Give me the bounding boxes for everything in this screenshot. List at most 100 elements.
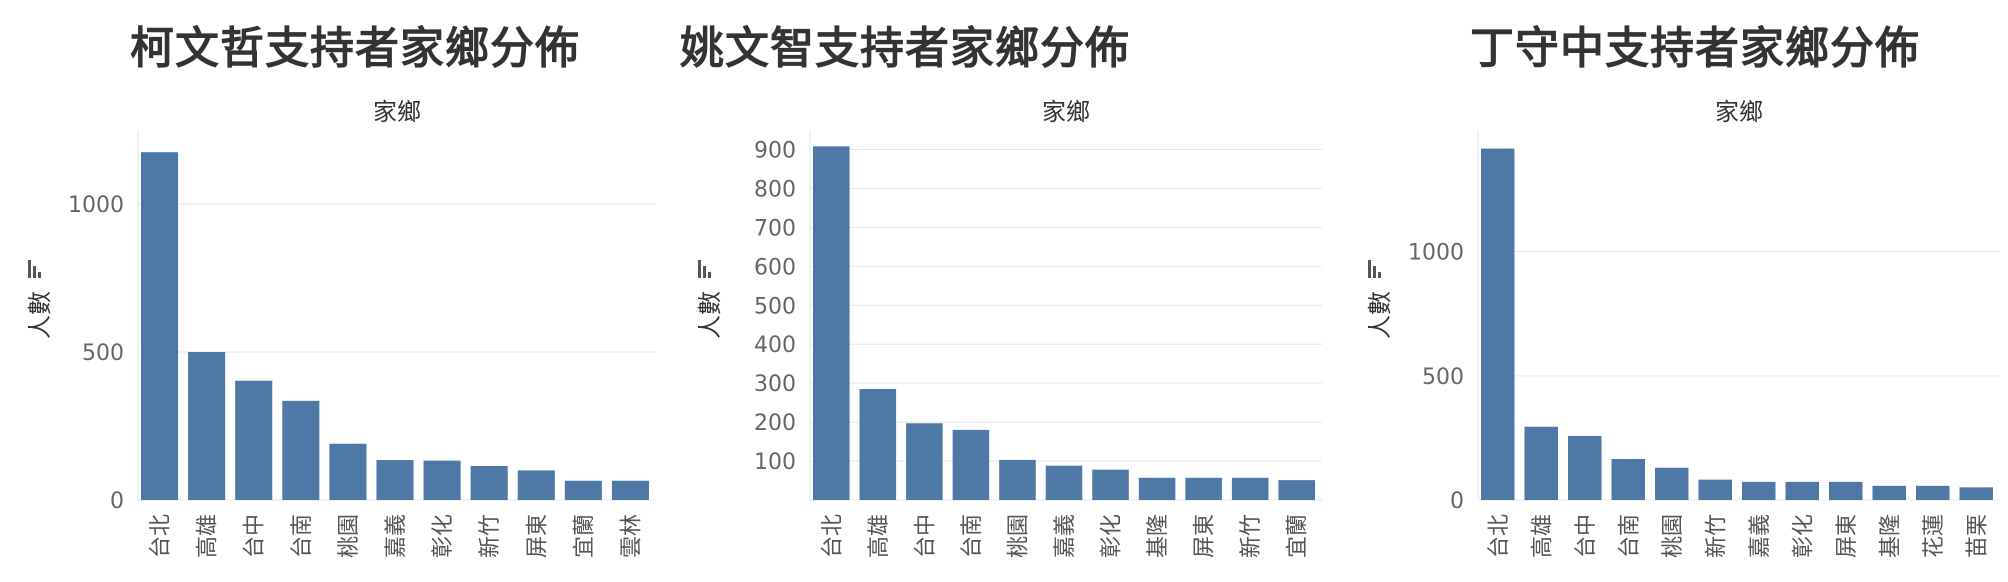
bar[interactable] bbox=[1916, 485, 1950, 500]
bar[interactable] bbox=[1872, 485, 1907, 500]
bar[interactable] bbox=[1185, 477, 1222, 500]
x-tick-label: 宜蘭 bbox=[572, 514, 597, 558]
bar[interactable] bbox=[611, 480, 649, 500]
bar[interactable] bbox=[235, 380, 273, 500]
chart-panel-1: 柯文哲支持者家鄉分佈 家鄉 人數 0 500 1000 台北 高雄 台中 台南 桃園 嘉義 彰化 新竹屏… bbox=[0, 0, 670, 582]
x-tick-label: 台南 bbox=[1617, 514, 1642, 558]
bar[interactable] bbox=[1092, 469, 1129, 500]
y-tick-label: 1000 bbox=[1408, 241, 1464, 266]
x-tick-label: 嘉義 bbox=[1053, 514, 1078, 558]
bar[interactable] bbox=[952, 429, 990, 500]
y-tick-label: 400 bbox=[754, 333, 796, 358]
y-tick-label: 1000 bbox=[68, 193, 124, 218]
x-tick-label: 屏東 bbox=[1835, 514, 1860, 558]
bar[interactable] bbox=[1524, 426, 1559, 500]
bar[interactable] bbox=[141, 152, 179, 500]
chart-title: 丁守中支持者家鄉分佈 bbox=[1470, 23, 1920, 74]
y-tick-label: 0 bbox=[1450, 489, 1464, 514]
bar[interactable] bbox=[1231, 477, 1269, 500]
x-tick-label: 新竹 bbox=[478, 514, 503, 558]
bar[interactable] bbox=[188, 352, 226, 500]
y-axis-title: 人數 bbox=[26, 291, 54, 339]
bar[interactable] bbox=[423, 460, 461, 500]
x-tick-label: 新竹 bbox=[1239, 514, 1264, 558]
bar-chart-yao: 家鄉人數 100 200 300 400 500 600 700 800 900 台北 高雄 台中 台南桃… bbox=[696, 98, 1322, 558]
x-tick-label: 台中 bbox=[243, 514, 268, 558]
bar[interactable] bbox=[1611, 459, 1646, 500]
y-axis-title: 人數 bbox=[696, 291, 724, 339]
y-tick-label: 500 bbox=[82, 341, 124, 366]
x-tick-label: 高雄 bbox=[867, 514, 892, 558]
x-tick-label: 台中 bbox=[913, 514, 938, 558]
chart-title: 柯文哲支持者家鄉分佈 bbox=[130, 23, 580, 74]
x-tick-label: 基隆 bbox=[1878, 514, 1903, 558]
bar[interactable] bbox=[1698, 479, 1733, 500]
x-tick-label: 台北 bbox=[149, 514, 174, 558]
x-tick-label: 嘉義 bbox=[384, 514, 409, 558]
y-tick-label: 600 bbox=[754, 255, 796, 280]
chart-panel-3: 丁守中支持者家鄉分佈 家鄉人數 0 500 1000 台北 高雄 台中 台南 桃園 新竹 嘉義 彰化屏… bbox=[1340, 0, 2008, 582]
bar[interactable] bbox=[1045, 465, 1083, 500]
x-tick-label: 高雄 bbox=[1530, 514, 1555, 558]
x-tick-label: 宜蘭 bbox=[1286, 514, 1311, 558]
y-tick-label: 500 bbox=[754, 294, 796, 319]
bar[interactable] bbox=[470, 465, 508, 500]
bar[interactable] bbox=[859, 389, 897, 500]
x-tick-label: 台北 bbox=[1487, 514, 1512, 558]
y-axis-title: 人數 bbox=[1366, 291, 1394, 339]
x-tick-label: 台南 bbox=[290, 514, 315, 558]
bar[interactable] bbox=[906, 423, 943, 500]
bar[interactable] bbox=[1785, 481, 1820, 500]
bar[interactable] bbox=[564, 480, 602, 500]
bar[interactable] bbox=[1742, 481, 1776, 500]
x-axis-title: 家鄉 bbox=[373, 98, 421, 126]
y-tick-label: 800 bbox=[754, 177, 796, 202]
bar[interactable] bbox=[813, 146, 850, 500]
sort-descending-icon[interactable] bbox=[698, 260, 711, 278]
chart-title: 姚文智支持者家鄉分佈 bbox=[680, 23, 1130, 74]
bar[interactable] bbox=[999, 459, 1036, 500]
x-tick-label: 桃園 bbox=[1661, 514, 1686, 558]
bar[interactable] bbox=[1959, 487, 1994, 500]
x-tick-label: 台中 bbox=[1574, 514, 1599, 558]
sort-descending-icon[interactable] bbox=[28, 260, 41, 278]
y-tick-label: 100 bbox=[754, 450, 796, 475]
x-tick-label: 彰化 bbox=[1100, 514, 1125, 558]
x-tick-label: 彰化 bbox=[431, 514, 456, 558]
x-tick-label: 花蓮 bbox=[1922, 514, 1947, 558]
sort-descending-icon[interactable] bbox=[1368, 260, 1381, 278]
bar[interactable] bbox=[282, 400, 320, 500]
bar[interactable] bbox=[1278, 480, 1315, 500]
chart-panel-2: 姚文智支持者家鄉分佈 家鄉人數 100 200 300 400 500 600 700 800 9… bbox=[670, 0, 1340, 582]
bar[interactable] bbox=[1655, 467, 1689, 500]
x-tick-label: 屏東 bbox=[1193, 514, 1218, 558]
bar[interactable] bbox=[376, 460, 414, 500]
bar[interactable] bbox=[1829, 481, 1863, 500]
x-tick-label: 台北 bbox=[820, 514, 845, 558]
x-tick-label: 嘉義 bbox=[1748, 514, 1773, 558]
bar[interactable] bbox=[1568, 435, 1602, 500]
x-axis-title: 家鄉 bbox=[1715, 98, 1763, 126]
x-tick-label: 台南 bbox=[960, 514, 985, 558]
x-tick-label: 雲林 bbox=[619, 514, 644, 558]
y-tick-label: 900 bbox=[754, 138, 796, 163]
x-tick-label: 桃園 bbox=[337, 514, 362, 558]
x-tick-label: 屏東 bbox=[525, 514, 550, 558]
y-tick-label: 200 bbox=[754, 411, 796, 436]
x-tick-label: 基隆 bbox=[1146, 514, 1171, 558]
bar[interactable] bbox=[1138, 477, 1176, 500]
x-tick-label: 彰化 bbox=[1791, 514, 1816, 558]
y-tick-label: 300 bbox=[754, 372, 796, 397]
bar[interactable] bbox=[517, 470, 555, 500]
x-tick-label: 高雄 bbox=[196, 514, 221, 558]
x-tick-label: 苗栗 bbox=[1965, 514, 1990, 558]
x-axis-title: 家鄉 bbox=[1042, 98, 1090, 126]
bar[interactable] bbox=[1481, 148, 1515, 501]
y-tick-label: 500 bbox=[1422, 365, 1464, 390]
x-tick-label: 桃園 bbox=[1006, 514, 1031, 558]
y-tick-label: 700 bbox=[754, 216, 796, 241]
x-tick-label: 新竹 bbox=[1704, 514, 1729, 558]
bar[interactable] bbox=[329, 443, 367, 500]
